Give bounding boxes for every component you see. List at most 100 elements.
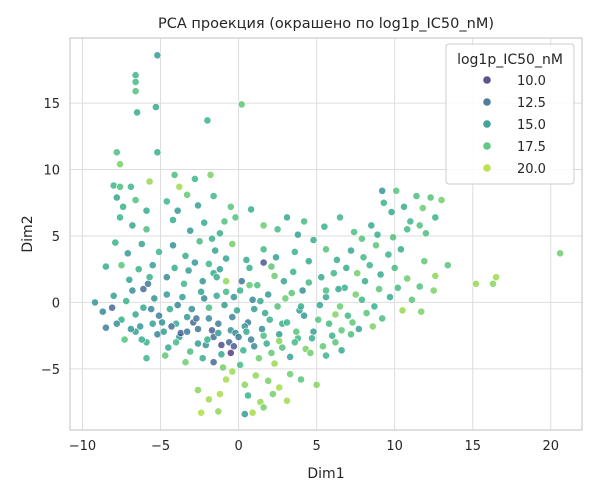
data-point	[183, 190, 191, 199]
data-point	[286, 370, 294, 379]
data-point	[245, 263, 254, 272]
data-point	[234, 333, 243, 341]
data-point	[109, 181, 118, 190]
data-point	[251, 371, 260, 380]
data-point	[184, 266, 193, 275]
legend-label: 17.5	[517, 140, 546, 155]
data-point	[109, 291, 118, 300]
data-points	[91, 51, 564, 418]
data-point	[220, 301, 229, 309]
data-point	[91, 298, 99, 307]
data-point	[351, 290, 360, 299]
legend-label: 15.0	[517, 118, 546, 133]
x-tick-label: 20	[543, 439, 560, 454]
data-point	[312, 380, 321, 389]
data-point	[133, 108, 141, 117]
data-point	[258, 325, 266, 333]
data-point	[286, 352, 294, 361]
data-point	[197, 287, 205, 296]
data-point	[406, 217, 415, 226]
data-point	[167, 322, 176, 331]
data-point	[272, 253, 280, 262]
data-point	[125, 275, 134, 284]
data-point	[322, 351, 330, 360]
data-point	[471, 279, 480, 288]
data-point	[222, 375, 230, 384]
data-point	[264, 290, 273, 299]
data-point	[297, 375, 305, 384]
data-point	[161, 351, 170, 360]
plot-frame	[69, 37, 583, 431]
data-point	[309, 327, 318, 336]
data-point	[142, 354, 151, 363]
data-point	[200, 218, 209, 227]
data-point	[158, 318, 166, 327]
data-point	[131, 78, 140, 86]
data-point	[329, 269, 338, 278]
legend-label: 20.0	[517, 162, 546, 177]
legend-marker	[483, 76, 491, 84]
data-point	[322, 286, 330, 295]
data-point	[131, 71, 140, 80]
data-point	[373, 230, 382, 239]
x-tick-labels: −10 −5 0 5 10 15 20	[69, 439, 559, 454]
data-point	[278, 343, 287, 352]
data-point	[304, 257, 313, 266]
data-point	[194, 386, 202, 394]
data-point	[228, 240, 237, 248]
data-point	[112, 193, 121, 202]
data-point	[172, 338, 180, 347]
data-point	[139, 285, 148, 293]
data-point	[181, 251, 190, 260]
data-point	[250, 342, 259, 351]
data-point	[357, 295, 366, 304]
data-point	[190, 258, 199, 267]
data-point	[300, 311, 308, 320]
data-point	[384, 250, 393, 259]
legend-marker	[483, 142, 491, 150]
data-point	[379, 198, 388, 207]
data-point	[117, 261, 126, 270]
data-point	[357, 234, 366, 243]
data-point	[378, 314, 387, 323]
data-point	[128, 221, 137, 230]
data-point	[426, 193, 435, 202]
data-point	[126, 325, 135, 333]
data-point	[367, 221, 376, 230]
data-point	[217, 341, 226, 349]
data-point	[248, 408, 257, 417]
data-point	[186, 226, 195, 235]
legend-marker	[483, 164, 491, 172]
data-point	[214, 407, 223, 416]
data-point	[226, 348, 235, 357]
data-point	[215, 265, 224, 274]
data-point	[325, 319, 333, 328]
y-tick-label: 5	[52, 230, 60, 245]
data-point	[169, 241, 177, 250]
data-point	[147, 305, 156, 313]
data-point	[283, 396, 291, 405]
data-point	[194, 325, 202, 333]
data-point	[306, 348, 315, 357]
data-point	[180, 279, 188, 288]
legend-marker	[483, 120, 491, 128]
data-point	[131, 310, 140, 319]
data-point	[386, 293, 394, 301]
data-point	[443, 261, 452, 270]
data-point	[204, 314, 213, 323]
data-point	[215, 229, 224, 238]
data-point	[211, 246, 220, 255]
data-point	[365, 261, 374, 270]
data-point	[248, 295, 257, 304]
data-point	[212, 291, 221, 300]
data-point	[236, 286, 244, 295]
data-point	[331, 338, 340, 347]
data-point	[270, 271, 279, 280]
data-point	[162, 197, 171, 206]
data-point	[347, 330, 355, 339]
data-point	[431, 271, 440, 280]
data-point	[290, 247, 299, 256]
data-point	[122, 297, 131, 305]
data-point	[308, 334, 316, 343]
